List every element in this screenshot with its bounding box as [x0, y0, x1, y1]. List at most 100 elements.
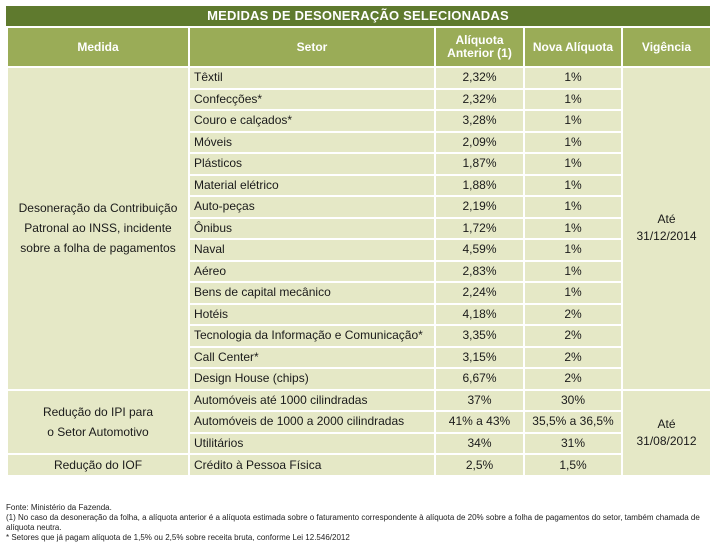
header-aliquota-anterior-line2: Anterior (1): [447, 46, 512, 60]
desoneracao-table: Medida Setor Alíquota Anterior (1) Nova …: [6, 28, 712, 477]
setor-cell: Plásticos: [188, 152, 436, 176]
vigencia-line: 31/12/2014: [636, 229, 697, 244]
medida-cell: Redução do IOF: [6, 453, 190, 477]
aliquota-anterior-cell: 4,18%: [434, 302, 525, 326]
table-title: MEDIDAS DE DESONERAÇÃO SELECIONADAS: [6, 6, 710, 28]
aliquota-anterior-cell: 2,19%: [434, 195, 525, 219]
aliquota-anterior-cell: 41% a 43%: [434, 410, 525, 434]
aliquota-anterior-cell: 2,5%: [434, 453, 525, 477]
setor-cell: Utilitários: [188, 431, 436, 455]
table-row: Material elétrico 1,88% 1%: [7, 173, 711, 197]
medida-cell: Redução do IPI para o Setor Automotivo: [6, 388, 190, 455]
medida-cell: Desoneração da Contribuição Patronal ao I…: [6, 66, 190, 391]
nova-aliquota-cell: 31%: [523, 431, 623, 455]
table-body: Desoneração da Contribuição Patronal ao I…: [6, 66, 712, 477]
aliquota-anterior-cell: 3,28%: [434, 109, 525, 133]
header-aliquota-anterior-line1: Alíquota: [455, 33, 504, 47]
aliquota-anterior-cell: 2,32%: [434, 66, 525, 90]
aliquota-anterior-cell: 2,09%: [434, 130, 525, 154]
nova-aliquota-cell: 1%: [523, 238, 623, 262]
aliquota-anterior-cell: 2,83%: [434, 259, 525, 283]
setor-cell: Couro e calçados*: [188, 109, 436, 133]
setor-cell: Auto-peças: [188, 195, 436, 219]
nova-aliquota-cell: 1%: [523, 152, 623, 176]
aliquota-anterior-cell: 37%: [434, 388, 525, 412]
table-row: Design House (chips) 6,67% 2%: [7, 367, 711, 391]
table-row: Ônibus 1,72% 1%: [7, 216, 711, 240]
table-row: Auto-peças 2,19% 1%: [7, 195, 711, 219]
table-row: Redução do IOF Crédito à Pessoa Física 2,5…: [6, 453, 711, 477]
medida-line: Redução do IOF: [53, 458, 143, 472]
setor-cell: Naval: [188, 238, 436, 262]
footnote-nota1: (1) No caso da desoneração da folha, a a…: [6, 513, 700, 532]
setor-cell: Automóveis de 1000 a 2000 cilindradas: [188, 410, 436, 434]
nova-aliquota-cell: 1%: [523, 109, 623, 133]
setor-cell: Confecções*: [188, 87, 436, 111]
setor-cell: Tecnologia da Informação e Comunicação*: [188, 324, 436, 348]
table-row: Móveis 2,09% 1%: [7, 130, 711, 154]
table-row: Naval 4,59% 1%: [7, 238, 711, 262]
aliquota-anterior-cell: 1,72%: [434, 216, 525, 240]
medida-line: sobre a folha de pagamentos: [20, 241, 176, 256]
table-row: Desoneração da Contribuição Patronal ao I…: [6, 66, 712, 391]
vigencia-line: Até: [657, 416, 676, 431]
setor-cell: Aéreo: [188, 259, 436, 283]
setor-cell: Ônibus: [188, 216, 436, 240]
nova-aliquota-cell: 1%: [523, 173, 623, 197]
nova-aliquota-cell: 1%: [523, 259, 623, 283]
footnotes: Fonte: Ministério da Fazenda. (1) No cas…: [6, 503, 712, 543]
table-row: Redução do IPI para o Setor Automotivo Aut…: [6, 388, 712, 477]
setor-cell: Móveis: [188, 130, 436, 154]
vigencia-cell: Até 31/08/2012: [621, 388, 712, 477]
medida-line: Redução do IPI para: [42, 404, 154, 419]
aliquota-anterior-cell: 1,88%: [434, 173, 525, 197]
setor-cell: Crédito à Pessoa Física: [188, 453, 436, 477]
nova-aliquota-cell: 1%: [523, 87, 623, 111]
header-aliquota-anterior: Alíquota Anterior (1): [434, 28, 525, 68]
header-nova-aliquota: Nova Alíquota: [523, 28, 623, 68]
table-row: Bens de capital mecânico 2,24% 1%: [7, 281, 711, 305]
setor-cell: Automóveis até 1000 cilindradas: [188, 388, 436, 412]
footnote-nota2: * Setores que já pagam alíquota de 1,5% …: [6, 533, 350, 542]
nova-aliquota-cell: 1%: [523, 130, 623, 154]
table-row: Tecnologia da Informação e Comunicação* 3…: [7, 324, 711, 348]
nova-aliquota-cell: 2%: [523, 324, 623, 348]
desoneracao-table-container: MEDIDAS DE DESONERAÇÃO SELECIONADAS Medi…: [6, 6, 712, 477]
vigencia-line: 31/08/2012: [636, 433, 697, 448]
vigencia-line: Até: [657, 212, 676, 227]
header-setor: Setor: [188, 28, 436, 68]
aliquota-anterior-cell: 1,87%: [434, 152, 525, 176]
setor-cell: Design House (chips): [188, 367, 436, 391]
aliquota-anterior-cell: 34%: [434, 431, 525, 455]
medida-line: Patronal ao INSS, incidente: [24, 221, 172, 236]
nova-aliquota-cell: 2%: [523, 302, 623, 326]
aliquota-anterior-cell: 6,67%: [434, 367, 525, 391]
setor-cell: Têxtil: [188, 66, 436, 90]
aliquota-anterior-cell: 3,35%: [434, 324, 525, 348]
nova-aliquota-cell: 1%: [523, 216, 623, 240]
footnote-fonte: Fonte: Ministério da Fazenda.: [6, 503, 112, 512]
vigencia-cell: Até 31/12/2014: [621, 66, 712, 391]
aliquota-anterior-cell: 4,59%: [434, 238, 525, 262]
nova-aliquota-cell: 1,5%: [523, 453, 623, 477]
setor-cell: Material elétrico: [188, 173, 436, 197]
header-row: Medida Setor Alíquota Anterior (1) Nova …: [6, 28, 712, 68]
aliquota-anterior-cell: 2,24%: [434, 281, 525, 305]
medida-line: Desoneração da Contribuição: [18, 201, 178, 216]
table-row: Plásticos 1,87% 1%: [7, 152, 711, 176]
table-row: Confecções* 2,32% 1%: [7, 87, 711, 111]
aliquota-anterior-cell: 3,15%: [434, 345, 525, 369]
header-vigencia: Vigência: [621, 28, 712, 68]
nova-aliquota-cell: 1%: [523, 281, 623, 305]
nova-aliquota-cell: 2%: [523, 345, 623, 369]
nova-aliquota-cell: 35,5% a 36,5%: [523, 410, 623, 434]
medida-line: o Setor Automotivo: [47, 424, 149, 439]
nova-aliquota-cell: 1%: [523, 66, 623, 90]
nova-aliquota-cell: 30%: [523, 388, 623, 412]
table-row: Call Center* 3,15% 2%: [7, 345, 711, 369]
setor-cell: Hotéis: [188, 302, 436, 326]
setor-cell: Call Center*: [188, 345, 436, 369]
table-row: Couro e calçados* 3,28% 1%: [7, 109, 711, 133]
nova-aliquota-cell: 1%: [523, 195, 623, 219]
setor-cell: Bens de capital mecânico: [188, 281, 436, 305]
